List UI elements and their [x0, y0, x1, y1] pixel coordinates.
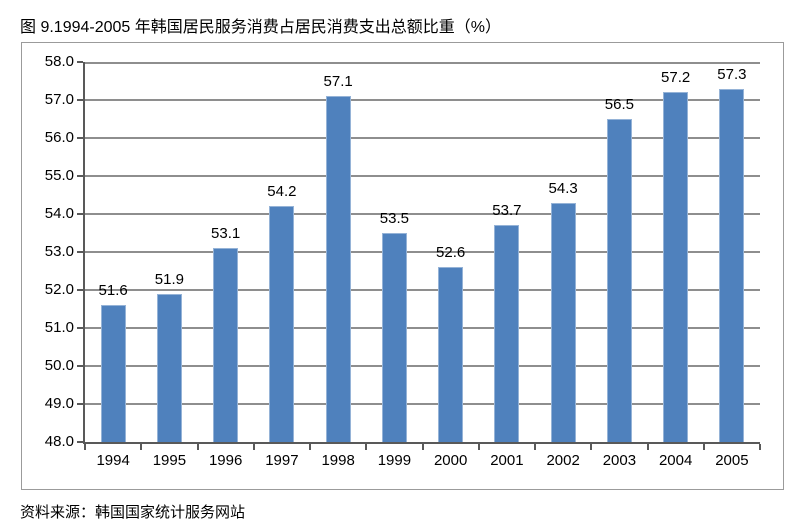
bar-value-label: 51.9 — [154, 270, 184, 288]
bar-value-label: 56.5 — [604, 96, 634, 113]
bar-value-label: 54.2 — [267, 183, 297, 201]
y-axis-label: 51.0 — [44, 319, 74, 336]
x-axis-tick — [590, 444, 593, 450]
gridline — [85, 137, 760, 139]
gridline — [85, 62, 760, 64]
y-axis-tick — [77, 213, 83, 215]
bar — [269, 206, 295, 442]
x-axis-label: 2004 — [658, 452, 693, 469]
y-axis-label: 52.0 — [44, 281, 74, 298]
bar — [156, 293, 182, 442]
y-axis-label: 58.0 — [44, 53, 74, 70]
y-axis-label: 56.0 — [44, 129, 74, 146]
bar — [100, 305, 126, 442]
bar-value-label: 53.5 — [379, 210, 409, 227]
x-axis-tick — [84, 444, 86, 450]
x-axis-label: 1997 — [265, 452, 299, 469]
x-axis-label: 1999 — [377, 452, 412, 469]
bar-value-label: 52.6 — [436, 244, 466, 262]
bar — [325, 96, 351, 442]
x-axis-label: 2001 — [490, 452, 524, 469]
x-axis-tick — [702, 444, 705, 450]
x-axis-label: 2005 — [715, 452, 749, 469]
bar-value-label: 54.3 — [548, 179, 578, 197]
bar — [438, 267, 464, 442]
gridline — [85, 251, 760, 253]
chart-frame: 51.6 51.9 53.1 54.2 57.1 53.5 52.6 53.7 54.3 56.5… — [21, 42, 784, 490]
x-axis-tick — [140, 444, 143, 450]
x-axis-tick — [196, 444, 199, 450]
x-axis-tick — [365, 444, 368, 450]
y-axis-tick — [77, 61, 83, 63]
gridline — [85, 403, 760, 405]
x-axis-tick — [646, 444, 649, 450]
x-axis-label: 1994 — [96, 452, 130, 469]
bar — [494, 225, 520, 442]
y-axis-label: 57.0 — [44, 91, 74, 108]
y-axis-label: 48.0 — [44, 433, 74, 450]
y-axis-tick — [77, 441, 83, 443]
x-axis-label: 2003 — [602, 452, 637, 469]
bar — [719, 88, 745, 442]
y-axis-tick — [77, 99, 83, 101]
bar-value-label: 53.1 — [211, 225, 241, 243]
x-axis-label: 2002 — [546, 452, 580, 469]
y-axis-tick — [77, 137, 83, 139]
bar — [550, 202, 576, 442]
gridline — [85, 175, 760, 177]
bar — [381, 233, 407, 442]
bar-value-label: 51.6 — [98, 282, 128, 300]
y-axis-tick — [77, 403, 83, 405]
y-axis-label: 49.0 — [44, 395, 74, 412]
x-axis-label: 1995 — [152, 452, 187, 469]
gridline — [85, 289, 760, 291]
bar-value-label: 57.3 — [717, 65, 747, 83]
chart-title: 图 9.1994-2005 年韩国居民服务消费占居民消费支出总额比重（%） — [20, 19, 501, 36]
bar-value-label: 57.1 — [323, 73, 353, 91]
x-axis-tick — [309, 444, 311, 450]
y-axis-tick — [77, 327, 83, 329]
y-axis-label: 50.0 — [44, 357, 74, 374]
bar-value-label: 53.7 — [492, 202, 522, 220]
bar — [606, 119, 632, 442]
gridline — [85, 327, 760, 329]
x-axis-tick — [759, 444, 761, 450]
x-axis-label: 1996 — [208, 452, 243, 469]
gridline — [85, 213, 760, 215]
gridline — [85, 365, 760, 367]
source-note: 资料来源：韩国国家统计服务网站 — [20, 504, 246, 521]
x-axis-label: 2000 — [433, 452, 468, 469]
y-axis-tick — [77, 175, 83, 177]
y-axis-label: 55.0 — [44, 167, 74, 184]
x-axis-tick — [534, 444, 536, 450]
y-axis-tick — [77, 289, 83, 291]
bar — [663, 92, 689, 442]
bar-value-label: 57.2 — [661, 69, 691, 87]
y-axis-tick — [77, 365, 83, 367]
y-axis-label: 54.0 — [44, 205, 74, 222]
x-axis-tick — [252, 444, 255, 450]
x-axis-tick — [421, 444, 424, 450]
bar — [213, 248, 239, 442]
gridline — [85, 99, 760, 101]
plot-area: 51.6 51.9 53.1 54.2 57.1 53.5 52.6 53.7 54.3 56.5… — [77, 61, 761, 450]
y-axis-label: 53.0 — [44, 243, 74, 260]
x-axis-tick — [477, 444, 480, 450]
y-axis-tick — [77, 251, 83, 253]
x-axis-label: 1998 — [321, 452, 355, 469]
